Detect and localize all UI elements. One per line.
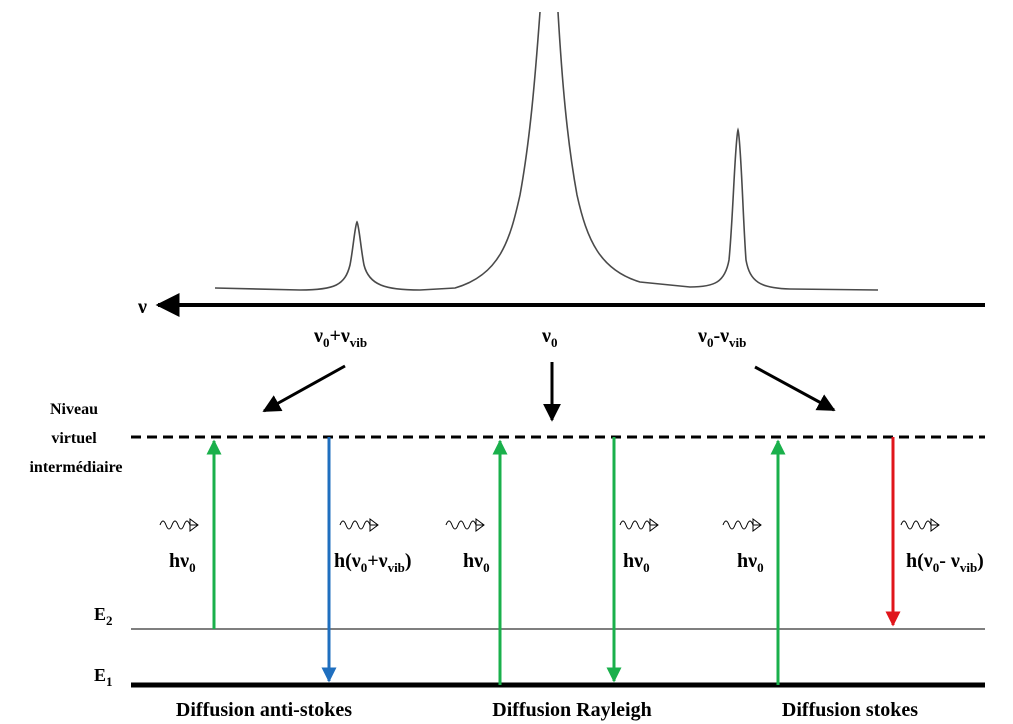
photon-wave-icon [619, 518, 659, 532]
photon-wave-icon [900, 518, 940, 532]
caption-anti-stokes: Diffusion anti-stokes [176, 699, 352, 721]
arrow-to-stokes [754, 365, 836, 412]
photon-label-rayleigh-scattered: hν0 [623, 550, 650, 575]
frequency-axis-label: ν [137, 296, 147, 318]
peak-label-rayleigh: ν0 [541, 325, 557, 350]
peak-label-anti-stokes: ν0+νvib [313, 325, 367, 350]
caption-rayleigh: Diffusion Rayleigh [492, 699, 651, 721]
e2-level-label: E2 [94, 604, 113, 628]
caption-stokes: Diffusion stokes [782, 699, 918, 721]
photon-label-anti-stokes-incident: hν0 [169, 550, 196, 575]
photon-wave-icon [159, 518, 199, 532]
photon-wave-icon [445, 518, 485, 532]
photon-label-rayleigh-incident: hν0 [463, 550, 490, 575]
peak-label-stokes: ν0-νvib [697, 325, 746, 350]
e1-level-label: E1 [94, 665, 113, 689]
photon-wave-icon [722, 518, 762, 532]
photon-label-stokes-incident: hν0 [737, 550, 764, 575]
photon-label-anti-stokes-scattered: h(ν0+νvib) [334, 550, 412, 575]
virtual-level-label: Niveau virtuel intermédiaire [29, 401, 122, 476]
photon-label-stokes-scattered: h(ν0- νvib) [906, 550, 984, 575]
photon-wave-icon [339, 518, 379, 532]
spectrum-curve [214, 11, 879, 291]
arrow-to-anti-stokes [262, 364, 346, 413]
